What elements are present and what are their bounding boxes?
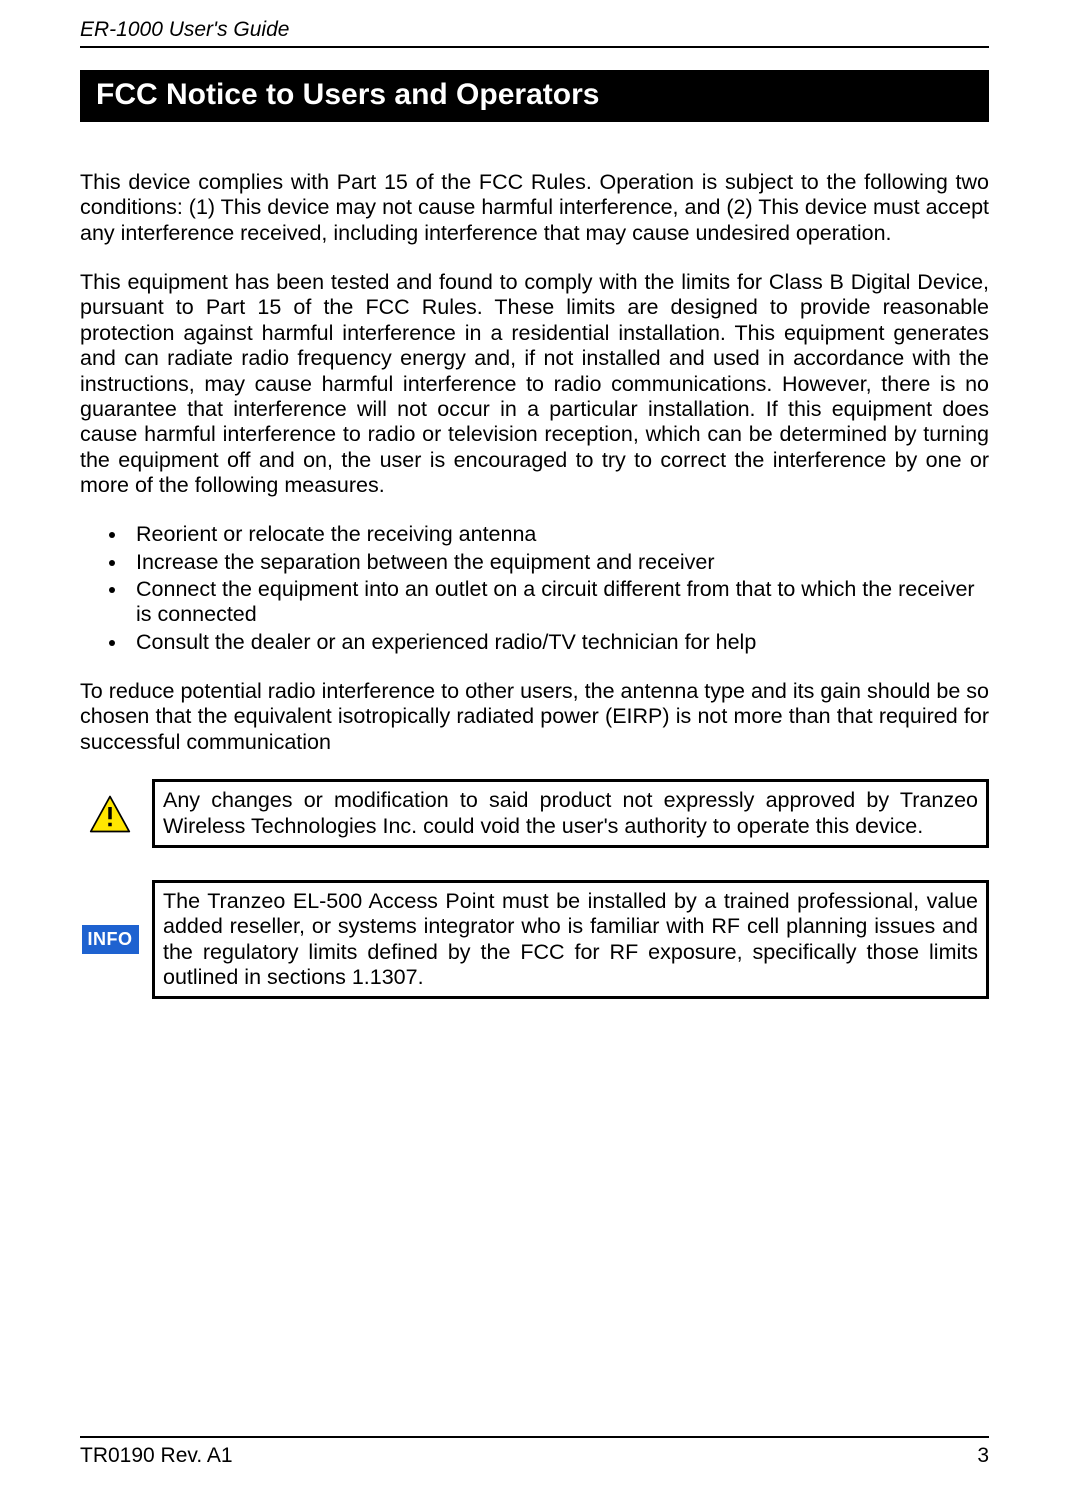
list-item: Connect the equipment into an outlet on … bbox=[128, 577, 989, 628]
page: ER-1000 User's Guide FCC Notice to Users… bbox=[0, 0, 1069, 1492]
paragraph-1: This device complies with Part 15 of the… bbox=[80, 170, 989, 246]
warning-text: Any changes or modification to said prod… bbox=[152, 779, 989, 848]
list-item: Consult the dealer or an experienced rad… bbox=[128, 630, 989, 655]
info-badge-icon: INFO bbox=[80, 925, 140, 954]
bullet-list: Reorient or relocate the receiving anten… bbox=[80, 522, 989, 655]
page-footer: TR0190 Rev. A1 3 bbox=[80, 1436, 989, 1468]
info-badge-label: INFO bbox=[82, 925, 139, 954]
paragraph-2: This equipment has been tested and found… bbox=[80, 270, 989, 498]
footer-left: TR0190 Rev. A1 bbox=[80, 1444, 233, 1468]
warning-callout: Any changes or modification to said prod… bbox=[80, 779, 989, 848]
list-item: Reorient or relocate the receiving anten… bbox=[128, 522, 989, 547]
section-title-bar: FCC Notice to Users and Operators bbox=[80, 70, 989, 122]
footer-page-number: 3 bbox=[977, 1444, 989, 1468]
warning-triangle-icon bbox=[80, 793, 140, 835]
paragraph-3: To reduce potential radio interference t… bbox=[80, 679, 989, 755]
info-text: The Tranzeo EL-500 Access Point must be … bbox=[152, 880, 989, 999]
footer-rule bbox=[80, 1436, 989, 1438]
info-callout: INFO The Tranzeo EL-500 Access Point mus… bbox=[80, 880, 989, 999]
running-header: ER-1000 User's Guide bbox=[80, 0, 989, 46]
list-item: Increase the separation between the equi… bbox=[128, 550, 989, 575]
header-rule bbox=[80, 46, 989, 48]
